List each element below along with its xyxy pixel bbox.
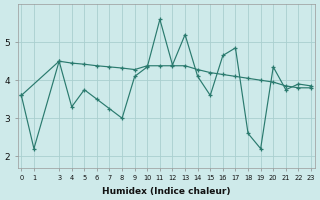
X-axis label: Humidex (Indice chaleur): Humidex (Indice chaleur) xyxy=(102,187,230,196)
